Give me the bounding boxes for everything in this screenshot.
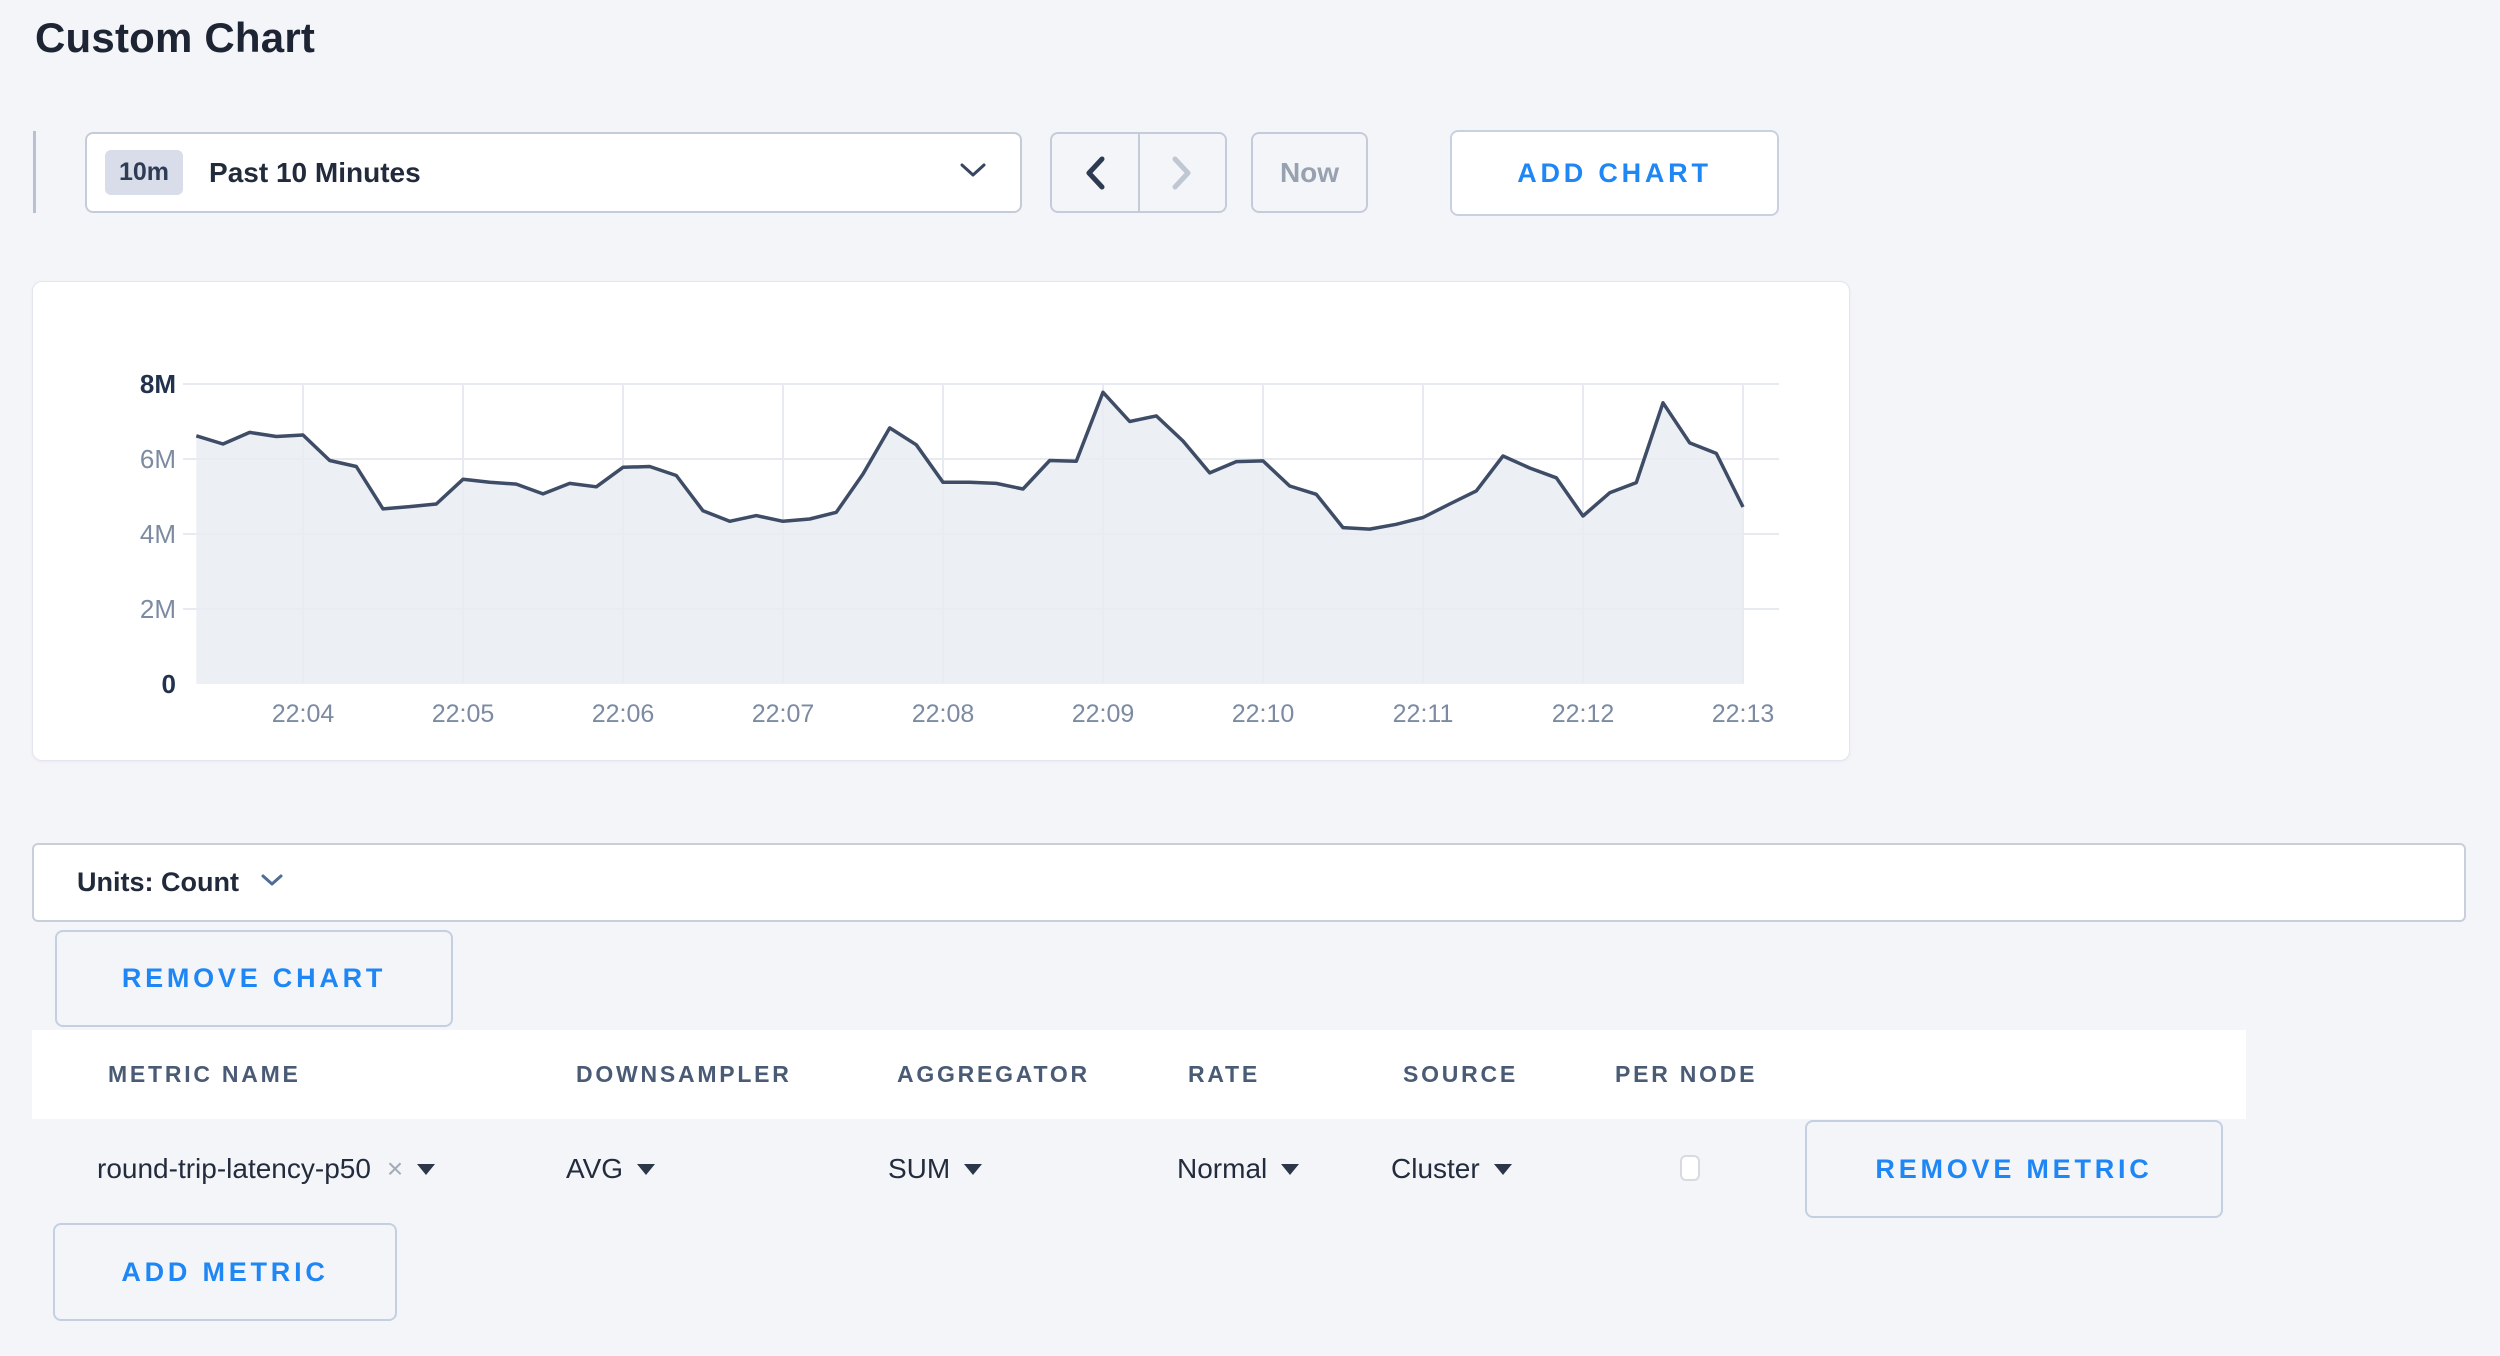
rate-value: Normal (1177, 1153, 1268, 1184)
next-time-button[interactable] (1137, 134, 1226, 211)
per-node-checkbox[interactable] (1680, 1155, 1700, 1181)
remove-chart-button[interactable]: REMOVE CHART (55, 930, 453, 1027)
x-axis-label: 22:07 (752, 700, 815, 728)
col-metric-name: METRIC NAME (108, 1061, 301, 1087)
time-range-label: Past 10 Minutes (209, 156, 421, 188)
page-title: Custom Chart (35, 14, 316, 61)
clear-metric-icon[interactable]: × (386, 1153, 404, 1184)
chevron-left-icon (1086, 156, 1105, 189)
caret-down-icon (1493, 1163, 1512, 1175)
source-value: Cluster (1391, 1153, 1480, 1184)
x-axis-label: 22:04 (272, 700, 335, 728)
y-axis-label: 6M (140, 444, 176, 474)
x-axis-label: 22:11 (1393, 700, 1454, 728)
chevron-down-icon (261, 874, 283, 892)
metrics-table-header: METRIC NAME DOWNSAMPLER AGGREGATOR RATE … (32, 1030, 2246, 1119)
x-axis-label: 22:12 (1552, 700, 1615, 728)
y-axis-label: 8M (140, 369, 176, 399)
y-axis-label: 0 (162, 669, 176, 699)
prev-time-button[interactable] (1052, 134, 1138, 211)
col-per-node: PER NODE (1615, 1061, 1758, 1087)
aggregator-dropdown[interactable]: SUM (888, 1124, 983, 1214)
chevron-right-icon (1172, 156, 1191, 189)
col-source: SOURCE (1403, 1061, 1518, 1087)
caret-down-icon (1281, 1163, 1300, 1175)
add-chart-button[interactable]: ADD CHART (1450, 130, 1779, 216)
caret-down-icon (964, 1163, 983, 1175)
metric-row: round-trip-latency-p50 × AVG SUM Normal C… (32, 1124, 2246, 1214)
series-line (195, 390, 1745, 531)
x-axis-label: 22:05 (432, 700, 495, 728)
col-rate: RATE (1188, 1061, 1260, 1087)
remove-metric-button[interactable]: REMOVE METRIC (1805, 1120, 2223, 1218)
series-area (196, 392, 1743, 684)
aggregator-value: SUM (888, 1153, 951, 1184)
y-axis-label: 4M (140, 519, 176, 549)
downsampler-dropdown[interactable]: AVG (566, 1124, 656, 1214)
x-axis-label: 22:10 (1232, 700, 1295, 728)
time-step-group (1050, 132, 1227, 213)
chevron-down-icon (960, 163, 986, 183)
col-aggregator: AGGREGATOR (897, 1061, 1090, 1087)
add-metric-button[interactable]: ADD METRIC (53, 1223, 397, 1321)
x-axis-label: 22:06 (592, 700, 655, 728)
source-dropdown[interactable]: Cluster (1391, 1124, 1512, 1214)
chart-svg: 0 2M 4M 6M 8M 22:04 22:05 22:06 22:07 22:08 22:09 2… (140, 369, 1779, 728)
caret-down-icon (417, 1163, 436, 1175)
x-axis-label: 22:09 (1072, 700, 1135, 728)
rate-dropdown[interactable]: Normal (1177, 1124, 1300, 1214)
downsampler-value: AVG (566, 1153, 624, 1184)
time-range-dropdown[interactable]: 10m Past 10 Minutes (85, 132, 1022, 213)
now-button[interactable]: Now (1251, 132, 1368, 213)
y-axis-label: 2M (140, 594, 176, 624)
x-axis-label: 22:08 (912, 700, 975, 728)
metric-name-dropdown[interactable]: round-trip-latency-p50 × (97, 1124, 436, 1214)
units-label: Units: Count (77, 867, 239, 897)
time-scale-badge: 10m (105, 150, 184, 195)
toolbar-divider (33, 131, 36, 213)
x-axis-label: 22:13 (1712, 700, 1775, 728)
metric-chart: 0 2M 4M 6M 8M 22:04 22:05 22:06 22:07 22:08 22:09 2… (32, 281, 1850, 761)
col-downsampler: DOWNSAMPLER (576, 1061, 792, 1087)
units-dropdown[interactable]: Units: Count (32, 843, 2466, 922)
caret-down-icon (637, 1163, 656, 1175)
metric-name-value: round-trip-latency-p50 (97, 1153, 371, 1184)
